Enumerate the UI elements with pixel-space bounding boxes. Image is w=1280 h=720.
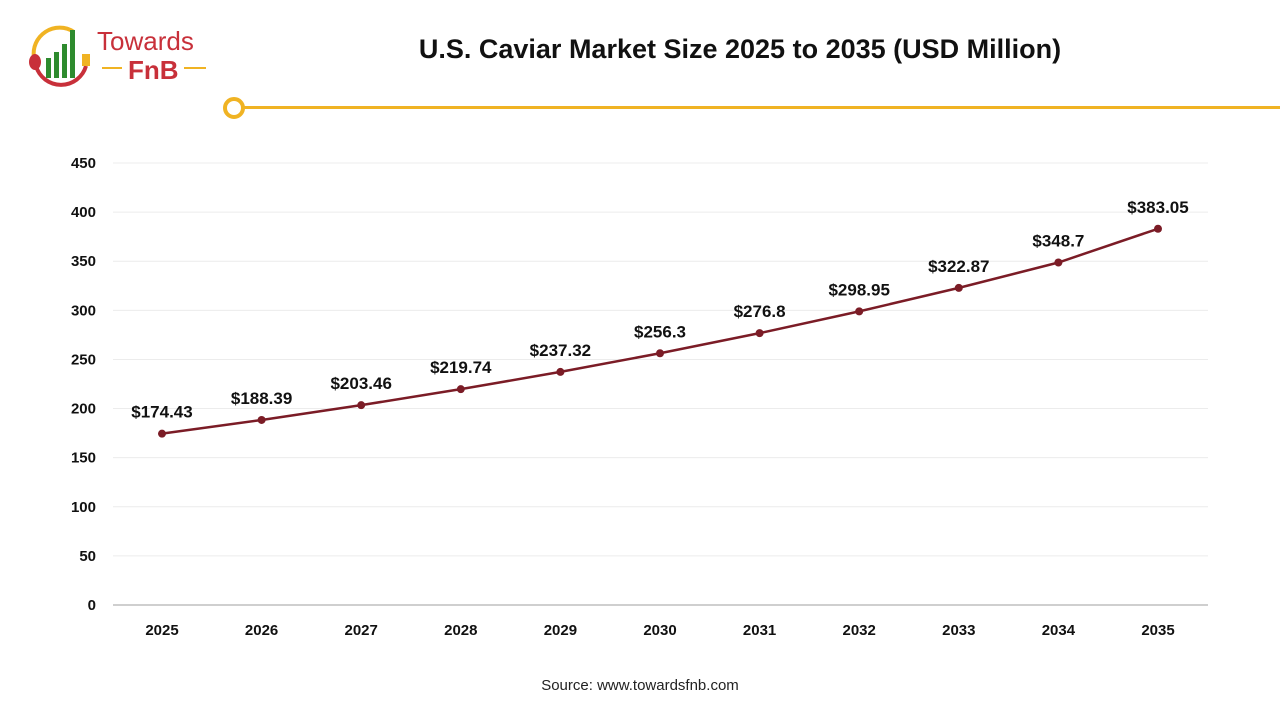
x-tick-label: 2027 (345, 622, 378, 639)
x-tick-label: 2033 (942, 622, 975, 639)
x-tick-label: 2030 (643, 622, 676, 639)
data-label: $203.46 (330, 374, 391, 393)
x-tick-label: 2031 (743, 622, 776, 639)
data-point (357, 401, 366, 410)
data-point (954, 283, 963, 292)
x-tick-label: 2032 (843, 622, 876, 639)
data-point (556, 367, 565, 376)
x-tick-label: 2028 (444, 622, 477, 639)
source-note: Source: www.towardsfnb.com (541, 677, 739, 694)
x-tick-label: 2034 (1042, 622, 1076, 639)
title-underline (233, 106, 1280, 109)
x-tick-label: 2029 (544, 622, 577, 639)
y-tick-label: 50 (79, 548, 96, 565)
y-tick-label: 150 (71, 450, 96, 467)
data-label: $383.05 (1127, 198, 1188, 217)
data-point (257, 415, 266, 424)
data-point (755, 329, 764, 338)
y-tick-label: 0 (88, 597, 96, 614)
data-label: $298.95 (828, 280, 889, 299)
title-underline-dot (223, 97, 245, 119)
y-tick-label: 450 (71, 155, 96, 172)
data-point (656, 349, 664, 358)
towards-fnb-logo: Towards FnB (29, 25, 206, 87)
y-tick-label: 250 (71, 351, 96, 368)
y-tick-label: 100 (71, 499, 96, 516)
data-label: $276.8 (734, 302, 786, 321)
data-point (1154, 224, 1162, 233)
data-point (855, 307, 864, 316)
data-label: $219.74 (430, 358, 492, 377)
data-point (1054, 258, 1063, 267)
y-tick-label: 350 (71, 253, 96, 270)
data-label: $256.3 (634, 322, 686, 341)
x-tick-label: 2026 (245, 622, 278, 639)
y-tick-label: 200 (71, 401, 96, 418)
data-point (158, 429, 166, 438)
data-label: $237.32 (530, 341, 591, 360)
data-label: $188.39 (231, 389, 292, 408)
data-label: $322.87 (928, 257, 989, 276)
chart-title: U.S. Caviar Market Size 2025 to 2035 (US… (418, 34, 1062, 64)
logo-text-fnb: FnB (128, 55, 179, 85)
data-label: $348.7 (1032, 231, 1084, 250)
x-tick-label: 2025 (145, 622, 178, 639)
data-point (456, 385, 465, 394)
data-label: $174.43 (131, 403, 192, 422)
logo-text-towards: Towards (97, 26, 194, 56)
y-tick-label: 300 (71, 302, 96, 319)
y-tick-label: 400 (71, 204, 96, 221)
x-tick-label: 2035 (1141, 622, 1174, 639)
